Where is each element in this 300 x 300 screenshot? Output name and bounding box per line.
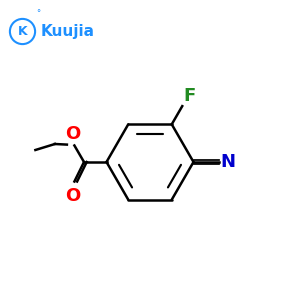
Text: N: N [220, 153, 236, 171]
Text: F: F [184, 87, 196, 105]
Text: O: O [65, 125, 80, 143]
Text: O: O [65, 187, 80, 205]
Text: Kuujia: Kuujia [40, 24, 94, 39]
Text: °: ° [37, 9, 41, 18]
Text: K: K [18, 25, 27, 38]
